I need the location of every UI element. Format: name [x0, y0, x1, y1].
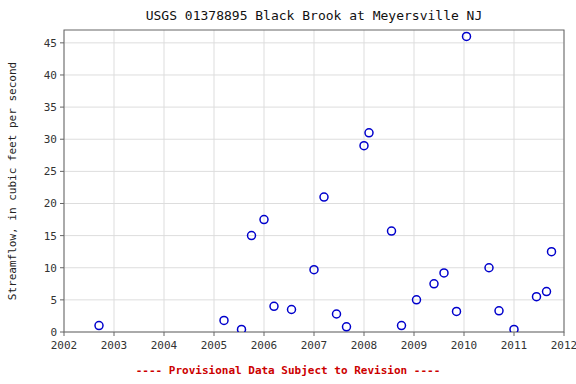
- point: [365, 129, 373, 137]
- tick-mark: [314, 332, 315, 336]
- tick-label: 30: [44, 133, 57, 146]
- tick-label: 45: [44, 37, 57, 50]
- tick-mark: [464, 332, 465, 336]
- tick-mark: [60, 171, 64, 172]
- grid-line: [64, 42, 564, 43]
- point: [485, 264, 493, 272]
- tick-mark: [514, 332, 515, 336]
- tick-mark: [64, 332, 65, 336]
- tick-mark: [564, 332, 565, 336]
- tick-label: 2005: [201, 339, 228, 352]
- point: [495, 307, 503, 315]
- tick-label: 2002: [51, 339, 78, 352]
- tick-label: 2010: [451, 339, 478, 352]
- tick-label: 2009: [401, 339, 428, 352]
- tick-label: 2011: [501, 339, 528, 352]
- tick-label: 2003: [101, 339, 128, 352]
- point: [430, 280, 438, 288]
- grid-line: [64, 203, 564, 204]
- tick-mark: [60, 74, 64, 75]
- point: [413, 296, 421, 304]
- grid-line: [64, 235, 564, 236]
- point: [388, 227, 396, 235]
- point: [95, 322, 103, 330]
- tick-label: 40: [44, 69, 57, 82]
- tick-label: 20: [44, 197, 57, 210]
- point: [333, 310, 341, 318]
- tick-label: 25: [44, 165, 57, 178]
- grid-line: [64, 267, 564, 268]
- grid: [64, 30, 564, 332]
- tick-mark: [364, 332, 365, 336]
- point: [510, 325, 518, 332]
- chart: 2002200320042005200620072008200920102011…: [0, 0, 576, 384]
- tick-label: 35: [44, 101, 57, 114]
- point: [238, 325, 246, 332]
- point: [288, 306, 296, 314]
- tick-label: 2007: [301, 339, 328, 352]
- tick-mark: [60, 107, 64, 108]
- point: [270, 302, 278, 310]
- point: [360, 142, 368, 150]
- tick-mark: [164, 332, 165, 336]
- grid-line: [64, 139, 564, 140]
- grid-line: [64, 74, 564, 75]
- grid-line: [64, 171, 564, 172]
- tick-mark: [264, 332, 265, 336]
- point: [543, 288, 551, 296]
- tick-mark: [60, 267, 64, 268]
- tick-label: 10: [44, 262, 57, 275]
- grid-line: [64, 299, 564, 300]
- tick-mark: [414, 332, 415, 336]
- tick-label: 0: [50, 326, 57, 339]
- tick-mark: [60, 299, 64, 300]
- point: [463, 32, 471, 40]
- grid-line: [64, 107, 564, 108]
- point: [453, 307, 461, 315]
- title: USGS 01378895 Black Brook at Meyersville…: [146, 8, 483, 23]
- point: [220, 316, 228, 324]
- tick-mark: [214, 332, 215, 336]
- point: [320, 193, 328, 201]
- tick-label: 2004: [151, 339, 178, 352]
- ticks: 2002200320042005200620072008200920102011…: [44, 37, 576, 352]
- y-axis-label: Streamflow, in cubic feet per second: [6, 62, 19, 300]
- point: [343, 323, 351, 331]
- tick-mark: [60, 235, 64, 236]
- tick-mark: [114, 332, 115, 336]
- point: [260, 216, 268, 224]
- point: [310, 266, 318, 274]
- tick-mark: [60, 139, 64, 140]
- point: [533, 293, 541, 301]
- point: [248, 232, 256, 240]
- tick-label: 15: [44, 230, 57, 243]
- point: [440, 269, 448, 277]
- plot-frame: [64, 30, 564, 332]
- tick-label: 5: [50, 294, 57, 307]
- tick-mark: [60, 203, 64, 204]
- tick-mark: [60, 332, 64, 333]
- points: [95, 32, 556, 332]
- tick-mark: [60, 42, 64, 43]
- tick-label: 2008: [351, 339, 378, 352]
- tick-label: 2006: [251, 339, 278, 352]
- footnote: ---- Provisional Data Subject to Revisio…: [136, 364, 441, 377]
- point: [548, 248, 556, 256]
- point: [398, 322, 406, 330]
- tick-label: 2012: [551, 339, 576, 352]
